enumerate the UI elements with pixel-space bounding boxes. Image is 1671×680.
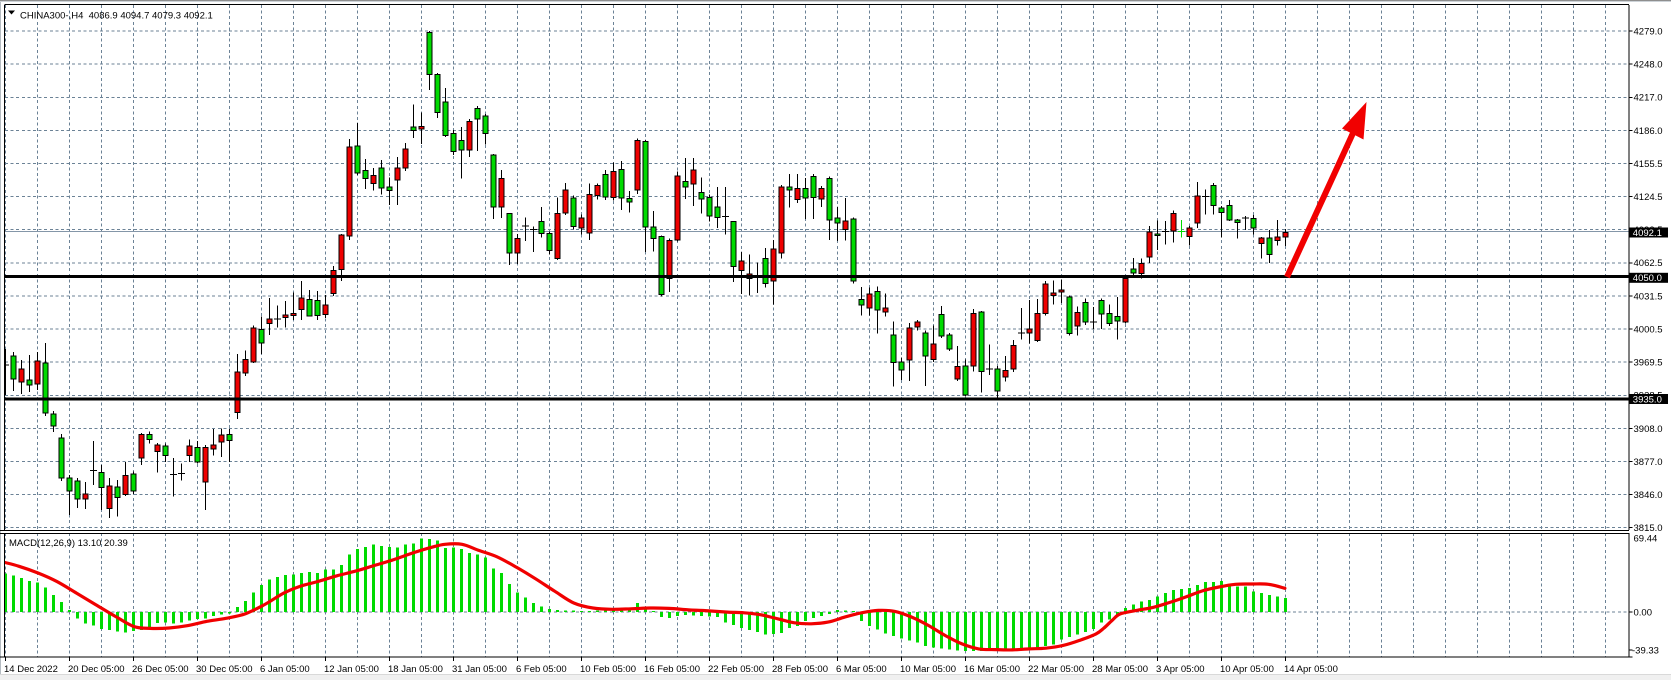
svg-text:3935.0: 3935.0 bbox=[1633, 394, 1662, 405]
svg-text:4217.0: 4217.0 bbox=[1634, 93, 1663, 104]
svg-text:18 Jan 05:00: 18 Jan 05:00 bbox=[388, 664, 443, 675]
svg-text:22 Feb 05:00: 22 Feb 05:00 bbox=[708, 664, 764, 675]
svg-text:4050.0: 4050.0 bbox=[1633, 273, 1662, 284]
svg-text:12 Jan 05:00: 12 Jan 05:00 bbox=[324, 664, 379, 675]
svg-text:28 Mar 05:00: 28 Mar 05:00 bbox=[1092, 664, 1148, 675]
svg-text:4124.5: 4124.5 bbox=[1634, 192, 1663, 203]
svg-text:3908.0: 3908.0 bbox=[1634, 424, 1663, 435]
svg-text:10 Apr 05:00: 10 Apr 05:00 bbox=[1220, 664, 1274, 675]
svg-text:16 Feb 05:00: 16 Feb 05:00 bbox=[644, 664, 700, 675]
svg-text:4062.5: 4062.5 bbox=[1634, 258, 1663, 269]
svg-text:4031.5: 4031.5 bbox=[1634, 291, 1663, 302]
svg-text:14 Apr 05:00: 14 Apr 05:00 bbox=[1284, 664, 1338, 675]
svg-text:3 Apr 05:00: 3 Apr 05:00 bbox=[1156, 664, 1205, 675]
svg-text:4186.0: 4186.0 bbox=[1634, 126, 1663, 137]
svg-text:4000.5: 4000.5 bbox=[1634, 325, 1663, 336]
svg-text:-39.33: -39.33 bbox=[1632, 646, 1659, 657]
svg-text:0.00: 0.00 bbox=[1634, 607, 1653, 618]
svg-text:69.44: 69.44 bbox=[1634, 534, 1658, 545]
svg-text:30 Dec 05:00: 30 Dec 05:00 bbox=[196, 664, 253, 675]
svg-text:28 Feb 05:00: 28 Feb 05:00 bbox=[772, 664, 828, 675]
svg-text:3877.0: 3877.0 bbox=[1634, 457, 1663, 468]
svg-text:10 Feb 05:00: 10 Feb 05:00 bbox=[580, 664, 636, 675]
svg-text:6 Feb 05:00: 6 Feb 05:00 bbox=[516, 664, 567, 675]
svg-text:14 Dec 2022: 14 Dec 2022 bbox=[4, 664, 58, 675]
svg-text:4248.0: 4248.0 bbox=[1634, 60, 1663, 71]
svg-text:CHINA300-,H4 4086.9 4094.7 40: CHINA300-,H4 4086.9 4094.7 4079.3 4092.1 bbox=[20, 11, 213, 22]
svg-text:31 Jan 05:00: 31 Jan 05:00 bbox=[452, 664, 507, 675]
svg-text:6 Jan 05:00: 6 Jan 05:00 bbox=[260, 664, 310, 675]
svg-text:4092.1: 4092.1 bbox=[1633, 228, 1662, 239]
svg-text:4279.0: 4279.0 bbox=[1634, 26, 1663, 37]
svg-text:3969.5: 3969.5 bbox=[1634, 358, 1663, 369]
svg-text:22 Mar 05:00: 22 Mar 05:00 bbox=[1028, 664, 1084, 675]
svg-text:10 Mar 05:00: 10 Mar 05:00 bbox=[900, 664, 956, 675]
svg-text:6 Mar 05:00: 6 Mar 05:00 bbox=[836, 664, 887, 675]
svg-text:MACD(12,26,9) 13.10 20.39: MACD(12,26,9) 13.10 20.39 bbox=[9, 538, 128, 549]
svg-text:20 Dec 05:00: 20 Dec 05:00 bbox=[68, 664, 125, 675]
svg-text:16 Mar 05:00: 16 Mar 05:00 bbox=[964, 664, 1020, 675]
svg-text:3846.0: 3846.0 bbox=[1634, 490, 1663, 501]
svg-text:4155.5: 4155.5 bbox=[1634, 159, 1663, 170]
svg-text:3815.0: 3815.0 bbox=[1634, 523, 1663, 534]
svg-text:26 Dec 05:00: 26 Dec 05:00 bbox=[132, 664, 189, 675]
